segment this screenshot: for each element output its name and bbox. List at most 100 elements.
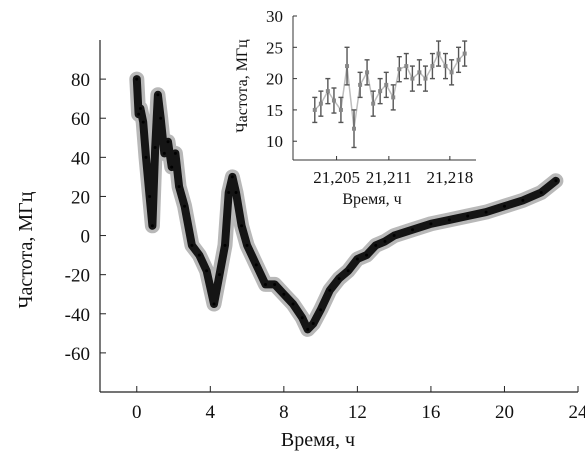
- series-point: [411, 228, 415, 232]
- series-point: [300, 316, 304, 320]
- inset-point: [436, 51, 441, 56]
- series-point: [539, 191, 543, 195]
- main-y-tick-label: 80: [71, 70, 90, 91]
- series-point: [447, 218, 451, 222]
- series-point: [392, 234, 396, 238]
- main-chart: -60 -40 -20 0 20 40 60 80 0 4 8 12 16 20 24 Время, ч Ч…: [15, 40, 585, 451]
- series-point: [162, 151, 166, 155]
- main-y-tick-label: -60: [65, 344, 90, 365]
- inset-y-tick-label: 10: [266, 132, 283, 151]
- inset-point: [318, 101, 323, 106]
- inset-point: [358, 82, 363, 87]
- series-point: [282, 292, 286, 296]
- main-x-tick-label: 20: [495, 402, 514, 423]
- inset-x-axis-title: Время, ч: [342, 191, 401, 208]
- inset-series-area: [312, 40, 468, 149]
- inset-point: [345, 64, 350, 69]
- series-point: [212, 302, 216, 306]
- series-point: [319, 308, 323, 312]
- inset-x-tick-label: 21,211: [366, 168, 412, 187]
- inset-point: [456, 57, 461, 62]
- series-point: [254, 263, 258, 267]
- series-point: [429, 222, 433, 226]
- inset-y-axis-title: Частота, МГц: [234, 39, 251, 133]
- series-point: [190, 243, 194, 247]
- series-point: [170, 165, 174, 169]
- series-point: [159, 116, 163, 120]
- inset-point: [338, 107, 343, 112]
- series-point: [521, 198, 525, 202]
- main-y-tick-label: -40: [65, 305, 90, 326]
- main-x-tick-label: 24: [569, 402, 585, 423]
- inset-point: [430, 64, 435, 69]
- inset-point: [391, 95, 396, 100]
- series-point: [148, 194, 152, 198]
- main-x-tick-label: 16: [421, 402, 440, 423]
- inset-point: [449, 70, 454, 75]
- series-point: [135, 77, 139, 81]
- inset-point: [410, 76, 415, 81]
- main-x-tick-label: 8: [279, 402, 289, 423]
- inset-point: [462, 51, 467, 56]
- inset-point: [325, 89, 330, 94]
- series-point: [183, 204, 187, 208]
- inset-point: [384, 82, 389, 87]
- inset-point: [443, 64, 448, 69]
- series-point: [173, 151, 177, 155]
- series-point: [150, 224, 154, 228]
- main-y-tick-label: 40: [71, 148, 90, 169]
- inset-point: [378, 89, 383, 94]
- inset-point: [352, 126, 356, 131]
- series-point: [240, 224, 244, 228]
- main-x-tick-label: 4: [206, 402, 216, 423]
- inset-point: [312, 107, 317, 112]
- series-point: [554, 179, 558, 183]
- series-point: [383, 239, 387, 243]
- series-point: [263, 282, 267, 286]
- inset-point: [371, 101, 376, 106]
- series-point: [156, 93, 160, 97]
- inset-ticks: 10 15 20 25 30 21,205 21,211 21,218: [266, 7, 473, 187]
- series-point: [484, 210, 488, 214]
- inset-y-tick-label: 25: [266, 38, 283, 57]
- series-point: [346, 269, 350, 273]
- inset-x-tick-label: 21,205: [313, 168, 360, 187]
- main-series-area: [129, 71, 564, 337]
- inset-y-tick-label: 15: [266, 101, 283, 120]
- series-point: [177, 185, 181, 189]
- inset-point: [331, 98, 336, 103]
- series-point: [365, 253, 369, 257]
- inset-point: [397, 67, 402, 72]
- inset-x-tick-label: 21,218: [426, 168, 473, 187]
- series-point: [355, 257, 359, 261]
- series-point: [273, 282, 277, 286]
- main-x-axis-title: Время, ч: [281, 429, 355, 451]
- series-point: [137, 112, 141, 116]
- inset-background: [284, 11, 484, 196]
- main-y-axis-title: Частота, МГц: [15, 191, 37, 308]
- inset-point: [417, 70, 422, 75]
- series-point: [223, 243, 227, 247]
- series-point: [502, 204, 506, 208]
- series-point: [144, 155, 148, 159]
- series-point: [166, 140, 170, 144]
- main-x-tick-label: 12: [348, 402, 367, 423]
- series-point: [291, 302, 295, 306]
- series-point: [138, 106, 142, 110]
- series-point: [337, 277, 341, 281]
- main-y-tick-label: -20: [65, 266, 90, 287]
- series-point: [230, 175, 234, 179]
- series-point: [245, 243, 249, 247]
- main-y-tick-label: 0: [81, 227, 91, 248]
- inset-point: [365, 70, 370, 75]
- series-point: [466, 214, 470, 218]
- main-y-tick-label: 60: [71, 109, 90, 130]
- series-point: [153, 146, 157, 150]
- series-point: [227, 191, 231, 195]
- series-point: [234, 191, 238, 195]
- series-point: [328, 288, 332, 292]
- main-ticks: -60 -40 -20 0 20 40 60 80 0 4 8 12 16 20 24: [65, 70, 585, 423]
- series-point: [205, 269, 209, 273]
- series-point: [218, 273, 221, 277]
